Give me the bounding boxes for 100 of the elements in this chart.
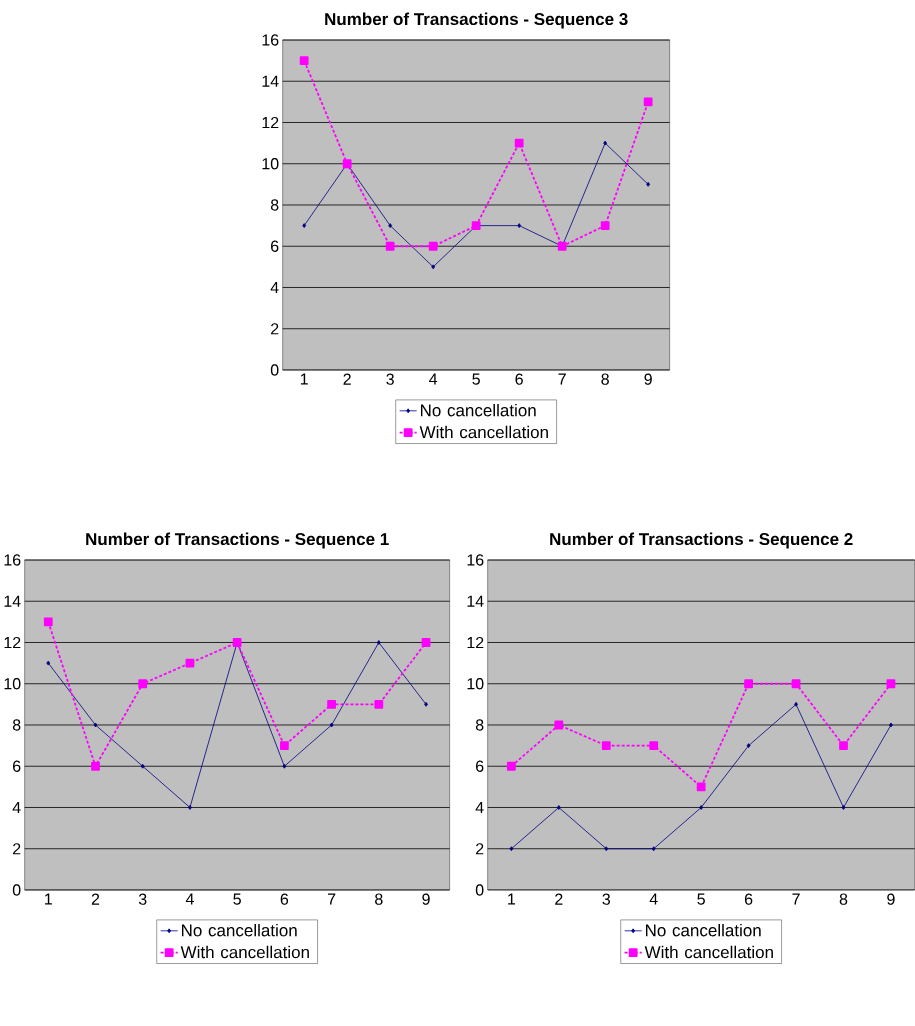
point <box>603 140 608 146</box>
chart-title: Number of Transactions - Sequence 3 <box>325 12 628 29</box>
x-tick-label: 3 <box>602 893 610 905</box>
x-tick-label: 1 <box>300 373 308 385</box>
x-tick-label: 6 <box>515 373 523 385</box>
point <box>282 763 287 769</box>
x-tick-label: 2 <box>91 893 100 905</box>
y-tick-label: 12 <box>4 636 21 649</box>
point <box>746 743 751 749</box>
y-tick-label: 14 <box>262 75 279 87</box>
legend-label: With cancellation <box>419 425 548 439</box>
y-tick-label: 4 <box>12 801 21 813</box>
x-tick-label: 2 <box>555 893 563 905</box>
x-tick-label: 6 <box>744 893 753 905</box>
point <box>279 741 289 751</box>
point <box>302 223 307 229</box>
x-tick-label: 8 <box>839 893 848 905</box>
point <box>886 679 896 689</box>
point <box>696 782 706 792</box>
x-tick-label: 3 <box>386 373 394 385</box>
y-tick-label: 8 <box>475 719 484 731</box>
y-tick-label: 10 <box>262 158 279 170</box>
y-tick-label: 2 <box>476 843 484 855</box>
legend-label: No cancellation <box>645 923 761 937</box>
chart-title: Number of Transactions - Sequence 2 <box>550 532 853 549</box>
point <box>651 846 656 852</box>
y-tick-label: 8 <box>12 719 21 731</box>
point <box>646 181 651 187</box>
point <box>185 658 195 668</box>
x-tick-label: 4 <box>185 893 194 905</box>
y-tick-label: 0 <box>475 884 484 896</box>
x-tick-label: 1 <box>45 893 52 905</box>
y-tick-label: 2 <box>13 843 21 855</box>
point <box>428 241 438 251</box>
point <box>841 805 846 810</box>
point <box>140 763 145 769</box>
point <box>327 699 336 709</box>
point <box>744 679 753 689</box>
y-tick-label: 10 <box>467 678 484 690</box>
point <box>556 805 561 810</box>
legend-label: With cancellation <box>180 945 309 959</box>
y-tick-label: 16 <box>262 34 279 46</box>
x-tick-label: 1 <box>508 893 516 905</box>
x-tick-label: 2 <box>343 373 351 385</box>
y-tick-label: 2 <box>271 323 279 335</box>
x-tick-label: 7 <box>792 893 800 905</box>
point <box>509 846 514 852</box>
point <box>554 720 564 730</box>
y-tick-label: 6 <box>271 240 279 252</box>
point <box>699 805 704 810</box>
point <box>506 761 516 771</box>
y-tick-label: 0 <box>270 364 279 376</box>
point <box>514 138 524 148</box>
y-tick-label: 14 <box>467 595 484 607</box>
y-tick-label: 8 <box>270 199 279 211</box>
x-tick-label: 5 <box>233 893 241 905</box>
point <box>385 241 395 251</box>
point <box>46 660 51 666</box>
point <box>138 679 148 689</box>
point <box>374 699 384 709</box>
y-tick-label: 12 <box>467 636 484 649</box>
x-tick-label: 7 <box>327 893 336 905</box>
y-tick-label: 16 <box>4 554 21 566</box>
y-tick-label: 6 <box>13 760 21 772</box>
y-tick-label: 4 <box>475 801 484 813</box>
point <box>794 701 798 707</box>
x-tick-label: 9 <box>422 893 430 905</box>
x-tick-label: 9 <box>887 893 895 905</box>
point <box>604 846 609 852</box>
point <box>839 741 848 751</box>
point <box>791 679 801 689</box>
legend-label: With cancellation <box>644 945 773 959</box>
legend-label: No cancellation <box>420 403 536 417</box>
x-tick-label: 5 <box>697 893 705 905</box>
point <box>601 741 611 751</box>
point <box>329 722 334 728</box>
point <box>376 640 381 645</box>
point <box>43 617 53 627</box>
y-tick-label: 10 <box>4 678 21 690</box>
point <box>649 741 659 751</box>
point <box>889 722 893 728</box>
point <box>600 221 610 231</box>
x-tick-label: 4 <box>649 893 658 905</box>
x-tick-label: 8 <box>375 893 383 905</box>
point <box>517 223 522 229</box>
point <box>188 805 192 810</box>
point <box>91 761 100 771</box>
x-tick-label: 4 <box>429 373 438 385</box>
y-tick-label: 16 <box>467 554 484 566</box>
y-tick-label: 6 <box>476 760 484 772</box>
point <box>421 638 431 647</box>
point <box>299 56 309 66</box>
x-tick-label: 7 <box>558 373 566 385</box>
point <box>643 97 653 107</box>
x-tick-label: 8 <box>601 373 609 385</box>
y-tick-label: 4 <box>270 281 279 293</box>
y-tick-label: 14 <box>4 595 21 607</box>
legend-label: No cancellation <box>181 923 297 937</box>
point <box>388 223 393 229</box>
x-tick-label: 3 <box>138 893 147 905</box>
